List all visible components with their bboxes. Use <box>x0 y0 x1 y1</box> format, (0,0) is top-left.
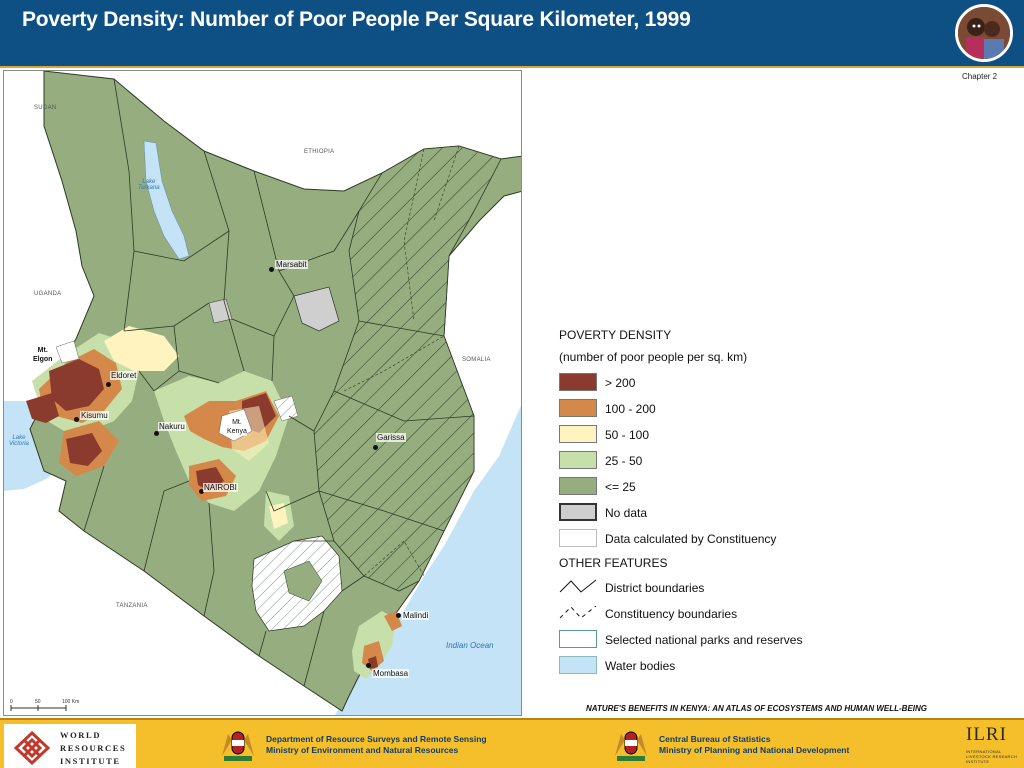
ilri-line-1: INTERNATIONAL <box>966 749 1002 754</box>
legend-label: Water bodies <box>605 659 676 673</box>
wri-name: WORLD RESOURCES INSTITUTE <box>60 729 126 768</box>
label-garissa: Garissa <box>376 433 406 442</box>
label-mt-elgon: Mt. Elgon <box>33 347 53 363</box>
ilri-abbreviation: ILRI <box>966 724 1007 745</box>
label-marsabit: Marsabit <box>275 260 308 269</box>
scale-bar <box>10 705 67 711</box>
header-photo <box>955 4 1013 62</box>
legend-row-50-100: 50 - 100 <box>559 425 859 445</box>
drsrs-line-2: Ministry of Environment and Natural Reso… <box>266 745 459 755</box>
legend-row-under-25: <= 25 <box>559 477 859 497</box>
page-title: Poverty Density: Number of Poor People P… <box>22 8 691 31</box>
town-dot-mombasa <box>366 663 371 668</box>
atlas-title: NATURE'S BENEFITS IN KENYA: AN ATLAS OF … <box>586 704 928 713</box>
legend-row-water-bodies: Water bodies <box>559 656 859 676</box>
legend-label: Constituency boundaries <box>605 607 738 621</box>
label-lake-turkana: Lake Turkana <box>138 179 160 191</box>
swatch-50-100 <box>559 425 597 443</box>
poverty-density-map: SUDAN ETHIOPIA UGANDA SOMALIA TANZANIA L… <box>3 70 522 716</box>
kenya-map-graphic <box>4 71 521 715</box>
label-mombasa: Mombasa <box>372 669 410 678</box>
town-dot-marsabit <box>269 267 274 272</box>
legend-row-parks-reserves: Selected national parks and reserves <box>559 630 859 650</box>
scale-label-50: 50 <box>35 699 41 705</box>
kenya-coat-of-arms-icon <box>615 731 647 761</box>
other-features-title: OTHER FEATURES <box>559 556 668 570</box>
legend-row-constituency-boundaries: Constituency boundaries <box>559 604 859 624</box>
district-boundary-line-icon <box>559 579 597 593</box>
wri-knot-logo-icon <box>12 730 52 766</box>
footer-bar: WORLD RESOURCES INSTITUTE Department of … <box>0 718 1024 768</box>
label-mt-kenya: Mt. Kenya <box>227 418 247 436</box>
label-indian-ocean: Indian Ocean <box>446 641 494 650</box>
label-somalia: SOMALIA <box>462 357 491 363</box>
legend-label: Selected national parks and reserves <box>605 633 803 647</box>
legend-label: No data <box>605 506 648 520</box>
cbs-line-2: Ministry of Planning and National Develo… <box>659 745 850 755</box>
legend-row-no-data: No data <box>559 503 859 523</box>
label-sudan: SUDAN <box>34 105 57 111</box>
legend-row-25-50: 25 - 50 <box>559 451 859 471</box>
legend-row-constituency: Data calculated by Constituency <box>559 529 859 549</box>
legend-title: POVERTY DENSITY <box>559 328 672 342</box>
legend-label: <= 25 <box>605 480 636 494</box>
legend-label: > 200 <box>605 376 636 390</box>
legend-label: 100 - 200 <box>605 402 656 416</box>
legend-label: Data calculated by Constituency <box>605 532 777 546</box>
label-nakuru: Nakuru <box>158 422 186 431</box>
wri-line-2: RESOURCES <box>60 743 127 753</box>
label-lake-victoria: Lake Victoria <box>9 435 29 447</box>
ilri-full-name: INTERNATIONAL LIVESTOCK RESEARCH INSTITU… <box>966 749 1017 764</box>
swatch-constituency <box>559 529 597 547</box>
chapter-label: Chapter 2 <box>962 72 998 81</box>
wri-logo-block: WORLD RESOURCES INSTITUTE <box>4 724 136 768</box>
town-dot-nairobi <box>199 489 204 494</box>
swatch-25-50 <box>559 451 597 469</box>
legend-label: 25 - 50 <box>605 454 643 468</box>
ilri-line-3: INSTITUTE <box>966 759 990 764</box>
label-malindi: Malindi <box>402 611 430 620</box>
town-dot-eldoret <box>106 382 111 387</box>
legend-row-100-200: 100 - 200 <box>559 399 859 419</box>
legend-label: District boundaries <box>605 581 705 595</box>
label-kisumu: Kisumu <box>80 411 109 420</box>
swatch-over-200 <box>559 373 597 391</box>
children-photo-icon <box>958 7 1010 59</box>
constituency-boundary-line-icon <box>559 605 597 619</box>
swatch-no-data <box>559 503 597 521</box>
label-tanzania: TANZANIA <box>116 603 148 609</box>
cbs-org-name: Central Bureau of Statistics Ministry of… <box>659 734 849 756</box>
legend-label: 50 - 100 <box>605 428 650 442</box>
label-nairobi: NAIROBI <box>203 483 238 492</box>
town-dot-malindi <box>396 613 401 618</box>
drsrs-org-name: Department of Resource Surveys and Remot… <box>266 734 487 756</box>
label-uganda: UGANDA <box>34 291 62 297</box>
ilri-line-2: LIVESTOCK RESEARCH <box>966 754 1018 759</box>
wri-line-3: INSTITUTE <box>60 756 121 766</box>
town-dot-garissa <box>373 445 378 450</box>
cbs-line-1: Central Bureau of Statistics <box>659 734 771 744</box>
swatch-under-25 <box>559 477 597 495</box>
swatch-100-200 <box>559 399 597 417</box>
label-eldoret: Eldoret <box>110 371 138 380</box>
ilri-logo-block: ILRI INTERNATIONAL LIVESTOCK RESEARCH IN… <box>962 722 1020 768</box>
town-dot-nakuru <box>154 431 159 436</box>
header-bar: Poverty Density: Number of Poor People P… <box>0 0 1024 66</box>
wri-line-1: WORLD <box>60 730 102 740</box>
drsrs-line-1: Department of Resource Surveys and Remot… <box>266 734 487 744</box>
legend-row-over-200: > 200 <box>559 373 859 393</box>
legend-subtitle: (number of poor people per sq. km) <box>559 350 748 364</box>
header-accent-rule <box>0 66 1024 68</box>
legend-row-district-boundaries: District boundaries <box>559 578 859 598</box>
label-ethiopia: ETHIOPIA <box>304 149 335 155</box>
park-reserve-hatch-icon <box>559 630 597 648</box>
scale-label-100: 100 Km <box>62 699 80 705</box>
kenya-coat-of-arms-icon <box>222 731 254 761</box>
water-swatch-icon <box>559 656 597 674</box>
town-dot-kisumu <box>74 417 79 422</box>
scale-label-0: 0 <box>10 699 13 705</box>
